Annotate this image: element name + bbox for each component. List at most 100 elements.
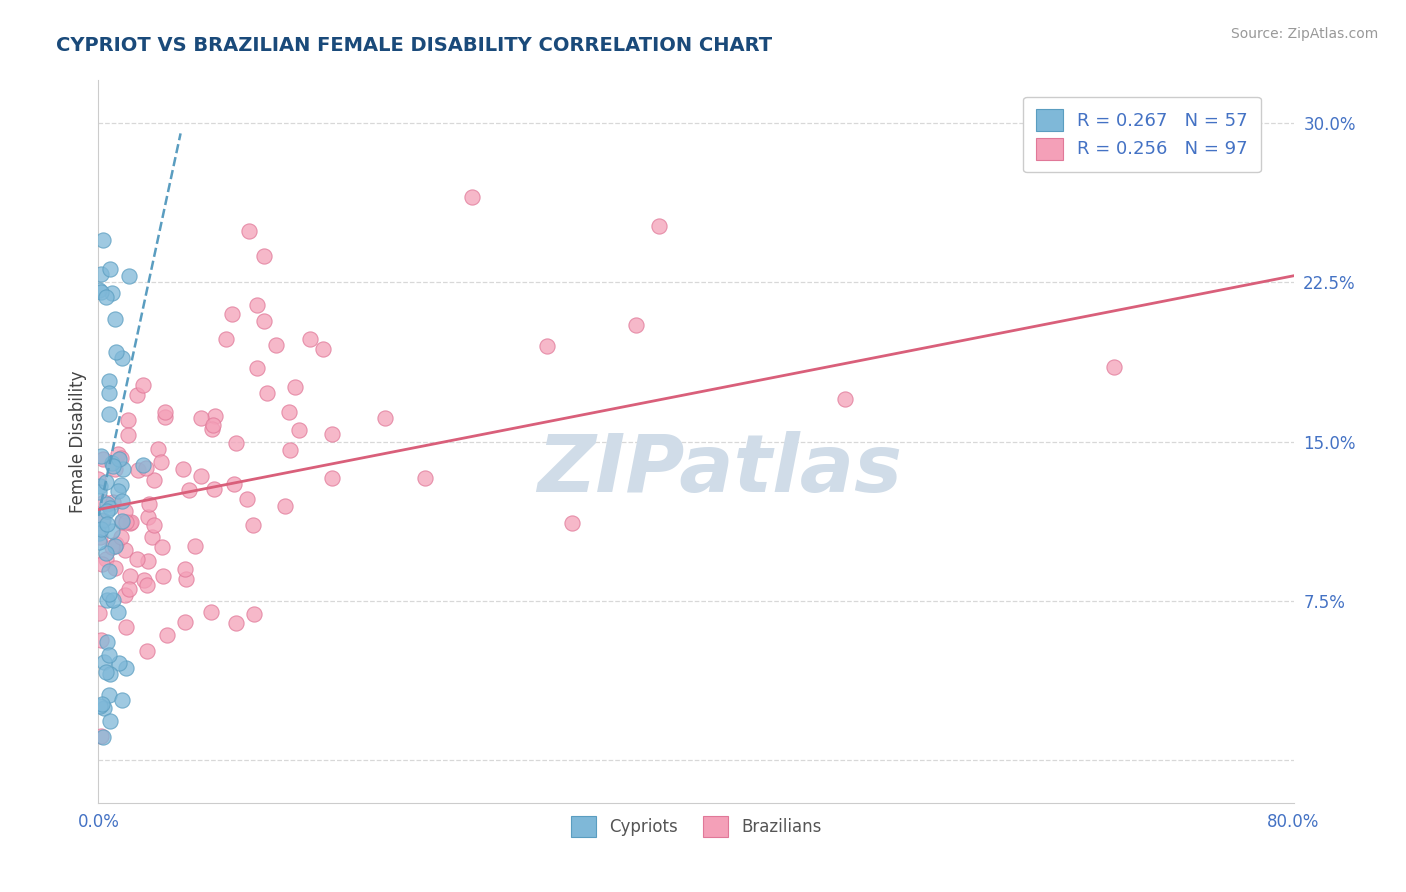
Point [90,285,112,299]
Point [98,688,121,702]
Point [97,565,120,579]
Point [461,190,484,204]
Point [98,667,121,681]
Point [101,592,124,607]
Point [245,361,267,376]
Point [274,500,297,514]
Point [110,530,132,544]
Point [118,582,141,596]
Point [236,491,259,506]
Point [107,605,129,619]
Point [204,409,226,423]
Point [94,475,117,489]
Point [299,332,322,346]
Point [90,450,112,464]
Point [225,616,247,631]
Point [253,249,276,263]
Point [202,482,225,496]
Point [91,557,114,571]
Point [312,342,335,356]
Point [108,451,131,466]
Point [117,428,139,442]
Point [90,522,112,536]
Point [96,497,118,511]
Point [152,569,174,583]
Point [190,410,212,425]
Point [648,219,671,234]
Point [117,413,139,427]
Point [107,483,129,498]
Point [114,620,136,634]
Point [90,729,112,743]
Point [136,510,159,524]
Point [120,516,142,530]
Point [156,628,179,642]
Point [89,479,111,493]
Point [121,515,143,529]
Point [114,543,136,558]
Point [93,655,115,669]
Text: Source: ZipAtlas.com: Source: ZipAtlas.com [1230,27,1378,41]
Y-axis label: Female Disability: Female Disability [69,370,87,513]
Point [146,442,169,456]
Point [94,290,117,304]
Point [834,392,856,406]
Point [134,573,156,587]
Point [374,411,396,425]
Point [118,268,141,283]
Legend: Cypriots, Brazilians: Cypriots, Brazilians [562,808,830,845]
Point [93,233,115,247]
Point [111,351,134,366]
Point [153,404,176,418]
Point [94,552,117,566]
Point [246,298,269,312]
Point [225,436,247,450]
Point [93,701,115,715]
Point [201,418,224,433]
Point [127,463,149,477]
Point [321,471,343,485]
Point [190,468,212,483]
Point [1104,360,1126,375]
Point [89,525,111,540]
Point [98,501,121,516]
Point [98,262,121,277]
Point [264,338,287,352]
Point [89,607,111,621]
Point [256,386,278,401]
Point [96,592,118,607]
Point [90,267,112,281]
Point [103,459,125,474]
Point [104,462,127,476]
Point [104,537,127,551]
Point [104,539,127,553]
Point [96,545,118,559]
Point [98,407,121,421]
Point [101,456,124,470]
Point [132,458,155,472]
Point [100,714,122,729]
Point [96,635,118,649]
Point [174,572,197,586]
Point [101,494,124,508]
Point [94,665,117,680]
Point [87,472,110,486]
Point [110,477,132,491]
Point [91,513,114,527]
Point [253,314,276,328]
Point [111,514,134,528]
Point [114,504,136,518]
Point [626,318,648,332]
Point [100,524,122,538]
Point [561,516,583,530]
Point [111,693,134,707]
Point [107,447,129,461]
Point [143,473,166,487]
Point [125,388,148,402]
Point [91,731,114,745]
Point [413,470,436,484]
Point [98,374,121,388]
Point [174,615,197,630]
Point [200,422,222,436]
Point [89,283,111,297]
